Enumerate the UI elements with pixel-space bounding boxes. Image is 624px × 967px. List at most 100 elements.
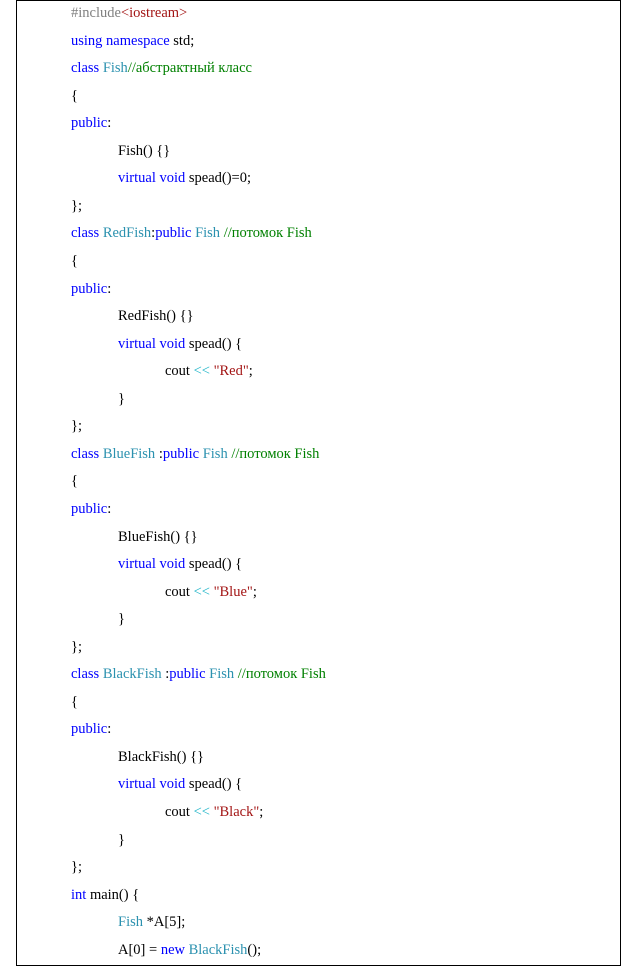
code-token-keyword: class [71, 445, 100, 462]
code-token-keyword: virtual [118, 776, 156, 793]
code-token-default: std; [169, 32, 195, 49]
code-line: A[0] = new BlackFish(); [118, 940, 261, 960]
code-token-default: ; [252, 583, 257, 600]
code-token-default: { [71, 253, 78, 269]
code-line: public: [71, 113, 111, 133]
code-token-default: : [107, 721, 112, 738]
code-line: #include<iostream> [71, 3, 187, 23]
code-line: class Fish//абстрактный класс [71, 58, 252, 78]
code-token-keyword: public [155, 225, 192, 242]
code-token-default: cout [165, 804, 190, 820]
code-line: }; [71, 196, 82, 216]
code-token-keyword: int [71, 886, 87, 903]
code-token-default: ; [248, 363, 253, 380]
code-line: { [71, 471, 78, 491]
code-line: Fish() {} [118, 141, 170, 161]
code-line: { [71, 86, 78, 106]
code-token-default: *A[5]; [143, 914, 186, 931]
code-line: }; [71, 416, 82, 436]
code-line: }; [71, 857, 82, 877]
code-token-type: Fish [118, 914, 143, 931]
code-line: }; [71, 637, 82, 657]
code-token-keyword: class [71, 225, 100, 242]
code-token-default: : [161, 666, 170, 683]
code-token-default: RedFish() {} [118, 308, 194, 325]
code-line: virtual void spead()=0; [118, 168, 251, 188]
code-line: RedFish() {} [118, 306, 194, 326]
code-token-default: { [71, 87, 78, 104]
code-token-default: { [71, 693, 78, 710]
code-token-default: }; [71, 859, 82, 876]
code-line: { [71, 251, 78, 271]
code-token-comment: //потомок Fish [237, 666, 326, 683]
code-line: cout << "Black"; [165, 802, 263, 822]
code-token-keyword: void [159, 556, 186, 572]
code-line: } [118, 609, 125, 629]
code-document-page: #include<iostream> using namespace std; cl… [16, 0, 621, 966]
code-token-keyword: virtual [118, 170, 156, 187]
code-token-default: A[0] = [118, 941, 161, 958]
code-token-operator: << [189, 804, 214, 820]
code-token-keyword: void [159, 335, 186, 352]
code-line: public: [71, 499, 111, 519]
code-line: BlackFish() {} [118, 747, 204, 767]
code-token-default: main() { [86, 886, 140, 903]
code-token-default: : [107, 115, 112, 132]
code-token-default: spead() { [185, 556, 243, 572]
code-token-default: : [107, 500, 112, 517]
code-token-type: RedFish [102, 225, 152, 242]
code-token-keyword: public [71, 280, 108, 297]
code-token-type: BlackFish [188, 941, 248, 958]
code-token-comment: //потомок Fish [223, 225, 312, 242]
code-token-default: (); [247, 941, 262, 958]
code-token-keyword: using namespace [71, 32, 170, 49]
code-line: class BlackFish :public Fish //потомок F… [71, 664, 326, 684]
code-line: virtual void spead() { [118, 334, 242, 354]
code-token-default: }; [71, 418, 82, 435]
code-token-operator: << [189, 583, 214, 600]
code-token-keyword: virtual [118, 556, 156, 572]
code-token-default: } [118, 611, 125, 628]
code-token-default: Fish() {} [118, 142, 171, 159]
code-token-type: BlackFish [102, 666, 162, 683]
code-token-default: BlackFish() {} [118, 748, 205, 765]
code-token-default: }; [71, 197, 82, 214]
code-token-keyword: new [160, 941, 185, 958]
code-line: BlueFish() {} [118, 527, 198, 547]
code-token-default: ; [259, 804, 264, 820]
code-line: using namespace std; [71, 31, 194, 51]
code-token-string: "Black" [213, 804, 260, 820]
code-token-type: Fish [102, 60, 128, 77]
code-line: public: [71, 719, 111, 739]
code-token-default: { [71, 473, 78, 490]
code-token-string: "Blue" [213, 583, 253, 600]
code-token-keyword: public [162, 445, 200, 462]
code-line: } [118, 389, 125, 409]
code-line: virtual void spead() { [118, 554, 242, 574]
code-token-default: : [107, 280, 112, 297]
code-token-default: : [155, 445, 163, 462]
code-token-default: cout [165, 583, 190, 600]
code-token-default: spead()=0; [185, 170, 252, 187]
code-token-preprocessor: #include [71, 5, 121, 21]
code-token-comment: //абстрактный класс [127, 60, 252, 77]
code-token-type: Fish [202, 445, 228, 462]
code-token-type: Fish [195, 225, 221, 242]
code-token-keyword: virtual [118, 335, 156, 352]
code-token-keyword: public [71, 721, 108, 738]
code-token-string: "Red" [213, 363, 249, 380]
code-line: Fish *A[5]; [118, 912, 185, 932]
code-token-default: }; [71, 638, 82, 655]
code-token-operator: << [189, 363, 214, 380]
code-token-default: spead() { [185, 335, 243, 352]
code-token-keyword: public [169, 666, 206, 683]
code-token-keyword: void [159, 170, 186, 187]
code-line: public: [71, 279, 111, 299]
code-token-keyword: class [71, 666, 100, 683]
code-token-keyword: public [71, 500, 108, 517]
code-line: } [118, 830, 125, 850]
code-token-default: } [118, 390, 125, 407]
code-token-type: BlueFish [102, 445, 156, 462]
code-token-default: BlueFish() {} [118, 528, 198, 545]
code-token-comment: //потомок Fish [231, 445, 320, 462]
